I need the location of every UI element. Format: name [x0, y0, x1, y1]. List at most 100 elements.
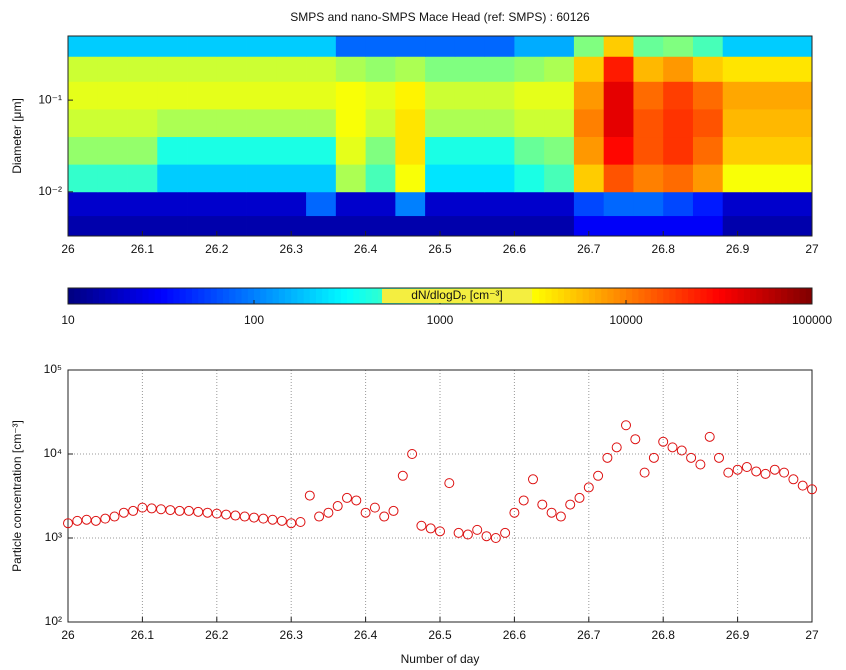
data-point [714, 452, 724, 463]
colorbar-swatch [582, 288, 590, 304]
heatmap-cell [97, 215, 128, 237]
heatmap-cell [722, 136, 753, 165]
data-point [239, 511, 250, 522]
heatmap-cell [573, 81, 605, 110]
heatmap-cell [544, 136, 575, 165]
heatmap-cell [97, 191, 128, 217]
heatmap-cell [365, 56, 396, 82]
data-point [574, 492, 585, 503]
colorbar-swatch [130, 288, 137, 304]
heatmap-cell [484, 109, 515, 138]
heatmap-cell [68, 36, 99, 57]
x-tick-label: 26.9 [726, 628, 750, 642]
data-point [174, 505, 185, 516]
colorbar-swatch [334, 288, 342, 304]
data-point [509, 507, 520, 518]
data-point [481, 531, 492, 542]
colorbar-swatch [260, 288, 267, 304]
data-point [444, 478, 455, 489]
x-tick-label: 26.7 [577, 628, 601, 642]
colorbar-swatch [731, 288, 739, 304]
heatmap-cell [246, 191, 277, 217]
x-axis-label: Number of day [401, 652, 480, 666]
colorbar-swatch [179, 288, 187, 304]
heatmap-cell [752, 36, 783, 57]
heatmap-cell [425, 215, 456, 237]
data-point [621, 420, 631, 431]
heatmap-cell [454, 81, 486, 110]
heatmap-cell [157, 191, 188, 217]
x-tick-label: 26.4 [354, 242, 378, 256]
data-point [81, 514, 92, 525]
data-point [416, 520, 427, 531]
heatmap-cell [603, 164, 634, 193]
heatmap-cell [782, 56, 813, 82]
colorbar-swatch [588, 288, 596, 304]
heatmap-cell [454, 36, 486, 57]
data-point [490, 533, 501, 543]
heatmap-cell [663, 56, 694, 82]
heatmap-cell [633, 36, 664, 57]
heatmap-cell [484, 215, 515, 237]
heatmap-cell [306, 164, 337, 193]
colorbar-swatch [229, 288, 236, 304]
colorbar-swatch [743, 288, 751, 304]
colorbar-label-bg [382, 289, 532, 303]
data-point [555, 511, 566, 522]
colorbar-swatch [768, 288, 776, 304]
colorbar-swatch [700, 288, 708, 304]
heatmap-cell [603, 191, 634, 217]
colorbar-swatch [539, 288, 546, 304]
heatmap-cell [335, 191, 366, 217]
colorbar-swatch [347, 288, 354, 304]
data-point [379, 511, 390, 522]
heatmap-cell [216, 191, 247, 217]
colorbar-swatch [805, 288, 813, 304]
heatmap-cell [335, 215, 366, 237]
heatmap-cell [514, 191, 545, 217]
heatmap-cell [722, 215, 753, 237]
heatmap-cell [276, 109, 307, 138]
colorbar-swatch [204, 288, 212, 304]
colorbar-swatch [619, 288, 627, 304]
colorbar-swatch [781, 288, 788, 304]
heatmap-cell [454, 215, 486, 237]
heatmap-cell [276, 164, 307, 193]
heatmap-cell [187, 215, 218, 237]
data-point [156, 504, 166, 515]
data-point [211, 508, 222, 519]
heatmap-cell [425, 109, 456, 138]
colorbar-tick-label: 10000 [609, 313, 643, 327]
colorbar-swatch [328, 288, 336, 304]
y-tick-label: 10⁴ [43, 446, 62, 460]
data-point [425, 523, 436, 534]
data-point [342, 492, 352, 503]
heatmap-cell [335, 136, 366, 165]
plot-frame [67, 369, 813, 623]
heatmap-cell [633, 109, 664, 138]
heatmap-cell [187, 136, 218, 165]
y-axis-label: Particle concentration [cm⁻³] [10, 420, 24, 572]
data-point [658, 436, 669, 447]
colorbar-swatch [316, 288, 323, 304]
x-tick-label: 26.7 [577, 242, 601, 256]
heatmap-cell [276, 56, 307, 82]
heatmap-cell [157, 164, 188, 193]
colorbar-swatch [688, 288, 695, 304]
heatmap-cell [276, 81, 307, 110]
heatmap-cell [97, 81, 128, 110]
colorbar-swatch [601, 288, 608, 304]
x-tick-label: 26.2 [205, 628, 229, 642]
heatmap-cell [692, 109, 724, 138]
heatmap-cell [722, 109, 753, 138]
heatmap-cell [633, 191, 664, 217]
heatmap-cell [395, 36, 426, 57]
colorbar-swatch [247, 288, 255, 304]
data-point [593, 470, 604, 481]
heatmap-cell [514, 164, 545, 193]
x-tick-label: 27 [805, 628, 819, 642]
heatmap-cell [722, 164, 753, 193]
colorbar-swatch [719, 288, 726, 304]
heatmap-cell [454, 56, 486, 82]
